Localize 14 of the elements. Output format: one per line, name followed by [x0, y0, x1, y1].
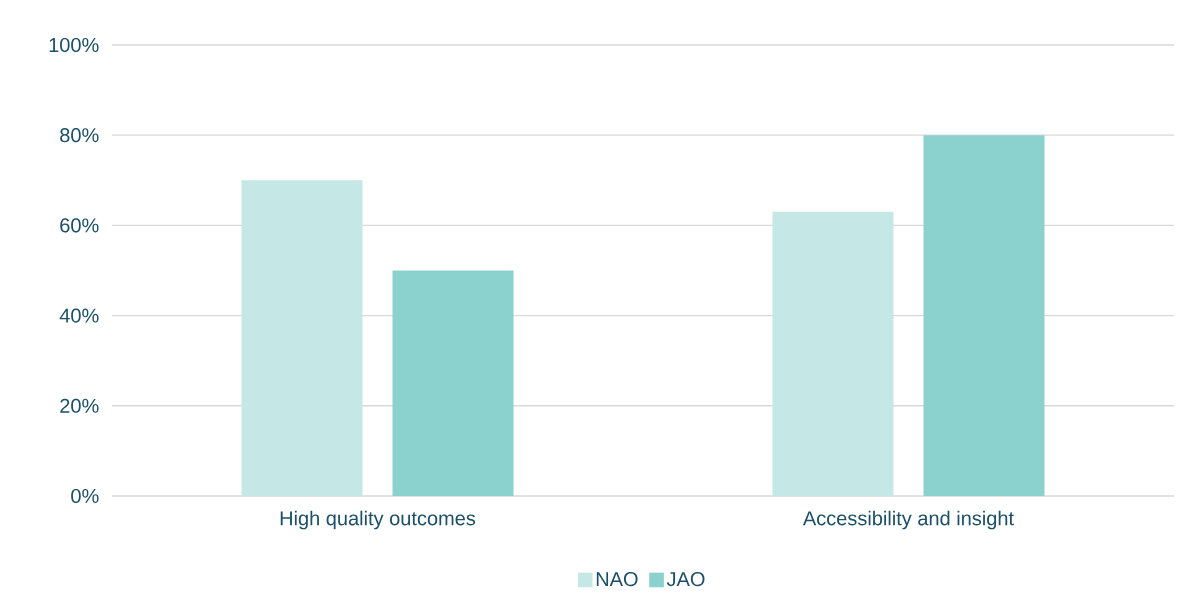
y-tick-label: 40%	[59, 308, 99, 323]
legend-label: NAO	[596, 572, 638, 587]
y-tick-label: 0%	[71, 488, 99, 504]
bar	[772, 211, 894, 496]
legend-label: JAO	[666, 572, 705, 587]
bar	[392, 270, 514, 496]
y-tick-label: 80%	[60, 128, 99, 143]
y-tick-label: 100%	[49, 37, 99, 53]
y-tick-label: 20%	[60, 398, 99, 413]
x-tick-label: High quality outcomes	[280, 510, 476, 530]
y-tick-label: 60%	[60, 218, 99, 233]
bar	[241, 180, 363, 496]
bar	[923, 135, 1045, 496]
x-tick-label: Accessibility and insight	[802, 510, 1014, 530]
